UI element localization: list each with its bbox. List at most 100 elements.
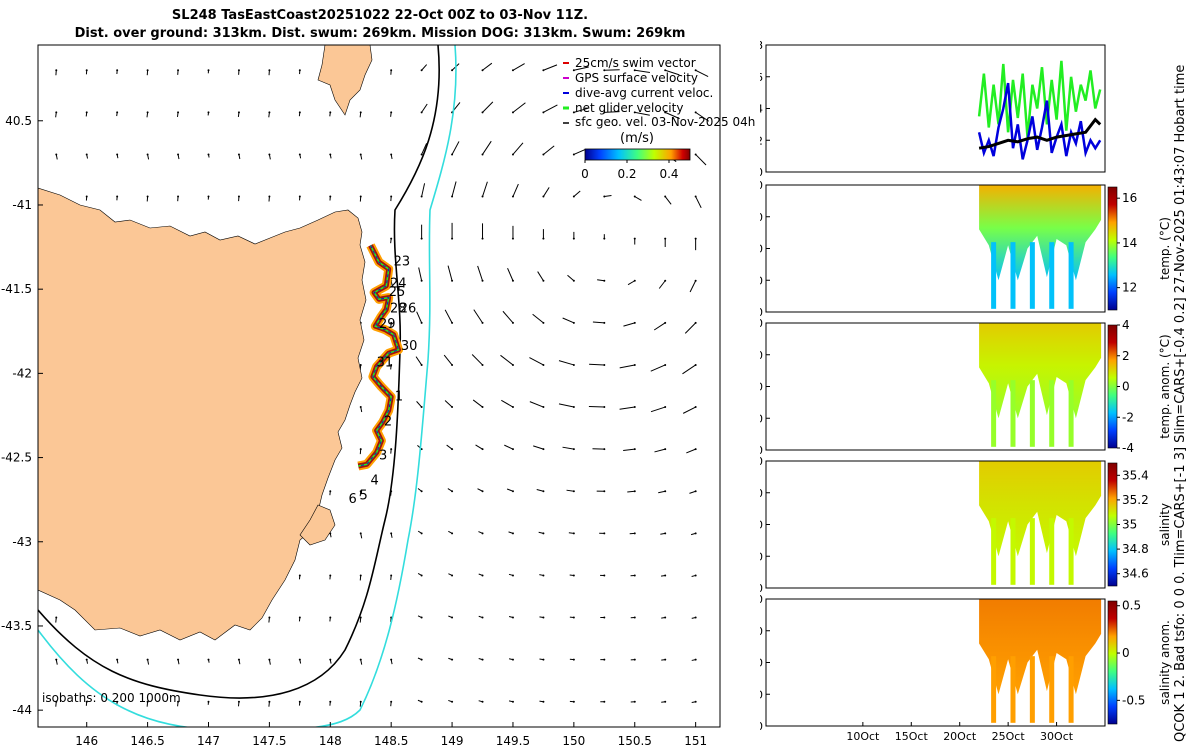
section-colorbar [1107, 600, 1118, 725]
geovel-arrow [501, 399, 514, 408]
geovel-arrow-base [694, 700, 697, 703]
geovel-arrow [418, 267, 423, 281]
geovel-arrow-base [664, 237, 667, 240]
geovel-arrow-base [572, 490, 575, 493]
geovel-arrow-base [268, 658, 271, 661]
geovel-arrow-base [420, 363, 423, 366]
geovel-arrow [504, 444, 514, 450]
section-deep-dive [1010, 656, 1016, 723]
geovel-arrow [502, 310, 514, 324]
geovel-arrow-base [420, 532, 423, 535]
geovel-arrow-base [694, 448, 697, 451]
geovel-arrow-base [85, 700, 88, 703]
section-colorbar-tick-label: 0 [1122, 646, 1130, 660]
geovel-arrow-base [420, 700, 423, 703]
geovel-arrow-base [603, 406, 606, 409]
velocity-ytick-label: 0.2 [760, 134, 763, 147]
geovel-arrow-base [511, 279, 514, 282]
geovel-arrow [686, 448, 696, 454]
geovel-arrow-base [572, 574, 575, 577]
geovel-arrow-base [511, 153, 514, 156]
geovel-arrow [695, 111, 710, 122]
geovel-arrow-base [237, 111, 240, 114]
geovel-arrow-base [664, 279, 667, 282]
geovel-arrow-base [481, 406, 484, 409]
geovel-arrow-base [390, 195, 393, 198]
geovel-arrow-base [511, 448, 514, 451]
geovel-arrow [682, 406, 696, 414]
geovel-arrow-base [481, 448, 484, 451]
geovel-arrow-base [633, 363, 636, 366]
geovel-arrow [500, 354, 514, 366]
geovel-arrow-base [177, 69, 180, 72]
geovel-arrow-base [420, 574, 423, 577]
geovel-arrow-base [359, 490, 362, 493]
geovel-arrow-base [511, 195, 514, 198]
map-ytick-label: -42.5 [1, 451, 32, 465]
section-colorbar-tick-label: 16 [1122, 191, 1137, 205]
geovel-arrow-base [481, 111, 484, 114]
geovel-arrow-base [481, 658, 484, 661]
section-colorbar-tick-label: -0.5 [1122, 693, 1145, 707]
geovel-arrow-base [451, 279, 454, 282]
section-deep-dive [1068, 380, 1074, 447]
geovel-arrow-base [572, 111, 575, 114]
geovel-arrow-base [420, 321, 423, 324]
velocity-series-line [978, 117, 1102, 150]
section-deep-dive [1049, 656, 1055, 723]
geovel-arrow-base [359, 363, 362, 366]
geovel-arrow [446, 444, 453, 450]
track-day-label: 5 [360, 489, 368, 504]
geovel-arrow-base [359, 700, 362, 703]
geovel-arrow [623, 322, 635, 327]
geovel-arrow [416, 311, 423, 324]
geovel-arrow [482, 140, 492, 155]
geovel-arrow-base [664, 532, 667, 535]
geovel-arrow-base [146, 195, 149, 198]
geovel-arrow-base [511, 616, 514, 619]
geovel-arrow [512, 102, 526, 113]
geovel-arrow-base [542, 406, 545, 409]
geovel-arrow [421, 103, 428, 113]
geovel-arrow-base [146, 69, 149, 72]
geovel-arrow-base [542, 321, 545, 324]
section-deep-dive [1068, 242, 1074, 309]
geovel-arrow-base [298, 700, 301, 703]
geovel-arrow-base [694, 532, 697, 535]
geovel-arrow-base [390, 574, 393, 577]
time-series-panels: 00.20.40.60.8velocity magnitude (m/s)050… [760, 39, 1172, 743]
geovel-arrow-base [390, 363, 393, 366]
geovel-arrow-base [359, 448, 362, 451]
section-ytick-label: 200 [760, 720, 763, 733]
map-axis-ticks: 146 146.5 147 147.5 148 148.5 149 149.5 150 150.5… [1, 114, 707, 748]
section-colorbar-label: salinity anom. [1158, 620, 1172, 705]
geovel-arrow-base [298, 195, 301, 198]
geovel-arrow-base [146, 658, 149, 661]
velocity-ytick-label: 0 [760, 166, 763, 179]
geovel-arrow-base [603, 363, 606, 366]
map-colorbar-ticks: 0 0.2 0.4 [581, 160, 679, 181]
geovel-arrow-base [542, 363, 545, 366]
geovel-arrow-base [664, 700, 667, 703]
geovel-arrow-base [511, 700, 514, 703]
geovel-arrow-base [633, 279, 636, 282]
geovel-arrow-base [481, 490, 484, 493]
geovel-arrow-base [177, 658, 180, 661]
geovel-arrow-base [542, 279, 545, 282]
section-ytick-label: 50 [760, 349, 763, 362]
geovel-arrow-base [359, 616, 362, 619]
section-ytick-label: 0 [760, 593, 763, 606]
geovel-arrow-base [177, 700, 180, 703]
geovel-arrow [664, 111, 680, 120]
map-ytick-label: -42 [12, 366, 32, 380]
geovel-arrow-base [572, 279, 575, 282]
geovel-arrow-base [116, 153, 119, 156]
section-ytick-label: 0 [760, 455, 763, 468]
geovel-arrow-base [481, 279, 484, 282]
section-colorbar-tick-label: 35.4 [1122, 468, 1149, 482]
section-deep-dive [1010, 242, 1016, 309]
geovel-arrow-base [116, 658, 119, 661]
geovel-arrow-base [664, 111, 667, 114]
geovel-arrow-base [237, 69, 240, 72]
